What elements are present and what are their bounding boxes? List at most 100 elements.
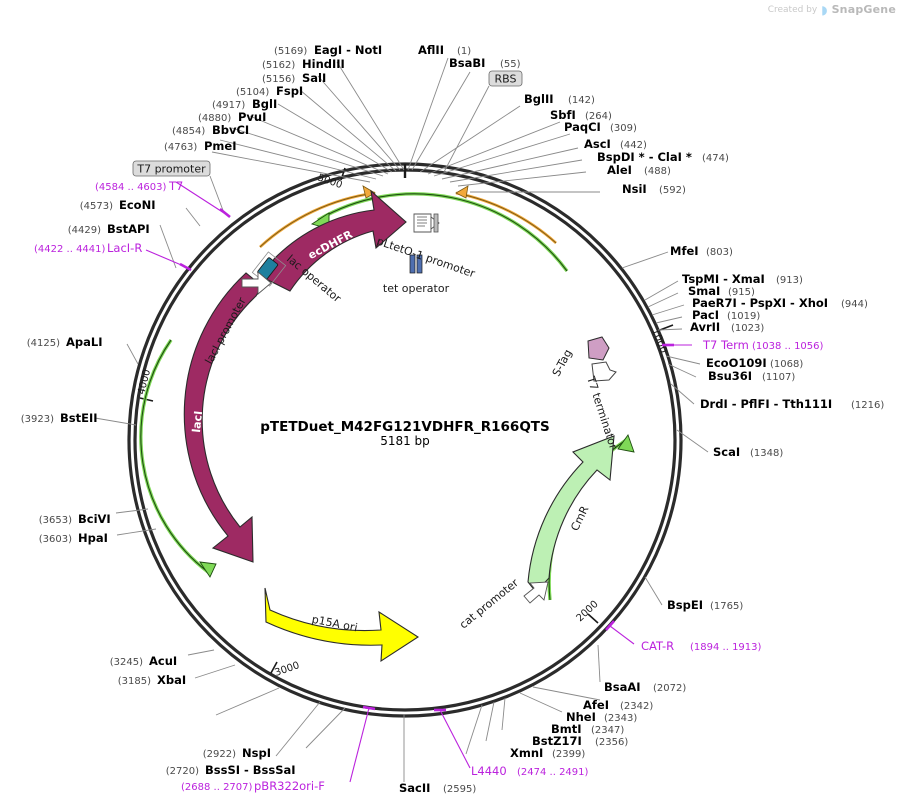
enzyme-label[interactable]: NheI (2343) [566,710,637,724]
enzyme-pos: (1216) [851,400,884,411]
enzyme-pos: (1348) [750,448,783,459]
enzyme-name: FspI [276,84,303,98]
enzyme-name: BstZ17I [532,734,582,748]
enzyme-label[interactable]: (5169) EagI - NotI [274,43,382,57]
enzyme-pos: (2072) [653,683,686,694]
enzyme-label[interactable]: BsaAI (2072) [604,680,686,694]
enzyme-label[interactable]: PaqCI (309) [564,120,637,134]
feature-cmr[interactable]: CmR [527,435,615,593]
enzyme-label[interactable]: TspMI - XmaI (913) [682,272,803,286]
enzyme-pos: (944) [841,299,868,310]
enzyme-label[interactable]: MfeI (803) [670,244,733,258]
enzyme-label[interactable]: (4917) BglI [212,97,277,111]
enzyme-pos: (3245) [110,657,143,668]
enzyme-label[interactable]: AfeI (2342) [583,698,653,712]
enzyme-label[interactable]: SbfI (264) [550,108,612,122]
primer-leader-lines [145,181,692,783]
feature-t7-terminator[interactable]: T7 terminator [584,361,620,451]
enzyme-label[interactable]: (5156) SalI [262,71,326,85]
enzyme-name: AvrII [690,320,720,334]
enzyme-name: MfeI [670,244,699,258]
enzyme-label[interactable]: DrdI - PflFI - Tth111I (1216) [700,397,884,411]
enzyme-name: HpaI [78,531,108,545]
enzyme-label[interactable]: (4880) PvuI [198,110,266,124]
enzyme-pos: (3923) [21,414,54,425]
enzyme-pos: (4763) [164,142,197,153]
primer-range: (1038 .. 1056) [752,341,824,352]
enzyme-pos: (142) [568,95,595,106]
primer-name: L4440 [471,764,507,778]
enzyme-pos: (442) [620,140,647,151]
enzyme-pos: (4917) [212,100,245,111]
enzyme-label[interactable]: (4429) BstAPI [68,222,150,236]
enzyme-label[interactable]: (2720) BssSI - BssSaI [166,763,296,777]
enzyme-label[interactable]: (3923) BstEII [21,411,98,425]
primer-range: (1894 .. 1913) [690,642,762,653]
primer-range: (4422 .. 4441) [34,244,106,255]
enzyme-label[interactable]: (4573) EcoNI [80,198,156,212]
enzyme-name: BglII [524,92,554,106]
enzyme-label[interactable]: (3185) XbaI [118,673,186,687]
enzyme-pos: (4573) [80,201,113,212]
primer-label[interactable]: (4422 .. 4441) LacI-R [34,241,142,255]
feature-rbs[interactable]: RBS [443,70,523,173]
enzyme-name: EagI - NotI [314,43,382,57]
feature-t7-promoter[interactable]: T7 promoter [132,160,225,214]
enzyme-label[interactable]: (5104) FspI [236,84,303,98]
enzyme-label[interactable]: EcoO109I (1068) [706,356,803,370]
enzyme-pos: (309) [610,123,637,134]
enzyme-pos: (3603) [39,534,72,545]
feature-p15a-ori[interactable]: p15A ori [264,587,420,663]
leader-lines [94,57,709,782]
enzyme-label[interactable]: AflII (1) [418,43,471,57]
enzyme-label[interactable]: SacII (2595) [399,781,476,795]
enzyme-label[interactable]: (3603) HpaI [39,531,108,545]
primer-label[interactable]: L4440 (2474 .. 2491) [471,764,589,778]
enzyme-label[interactable]: NsiI (592) [622,182,686,196]
enzyme-label[interactable]: BsaBI (55) [449,56,521,70]
enzyme-pos: (1107) [762,372,795,383]
enzyme-pos: (4880) [198,113,231,124]
enzyme-label[interactable]: Bsu36I (1107) [708,369,795,383]
enzyme-label[interactable]: SmaI (915) [688,284,755,298]
enzyme-name: AleI [607,163,632,177]
enzyme-label[interactable]: BspEI (1765) [667,598,743,612]
enzyme-label[interactable]: AleI (488) [607,163,671,177]
enzyme-label[interactable]: (3653) BciVI [39,512,111,526]
enzyme-label[interactable]: ScaI (1348) [713,445,783,459]
feature-laci[interactable]: lacI [183,272,263,563]
primer-label[interactable]: (2688 .. 2707) pBR322ori-F [181,779,325,793]
primer-label[interactable]: T7 Term (1038 .. 1056) [702,338,824,352]
feature-label-cmr: CmR [568,504,591,533]
enzyme-name: PaqCI [564,120,601,134]
enzyme-label[interactable]: AvrII (1023) [690,320,764,334]
feature-cat-promoter[interactable]: cat promoter [457,576,549,631]
enzyme-label[interactable]: (2922) NspI [203,746,271,760]
enzyme-label[interactable]: XmnI (2399) [510,746,585,760]
primer-label[interactable]: (4584 .. 4603) T7 [95,179,183,193]
enzyme-label[interactable]: BstZ17I (2356) [532,734,628,748]
enzyme-name: SacII [399,781,430,795]
primer-label[interactable]: CAT-R (1894 .. 1913) [641,639,762,653]
enzyme-label[interactable]: (4854) BbvCI [172,123,249,137]
enzyme-name: ScaI [713,445,740,459]
plasmid-title-group: pTETDuet_M42FG121VDHFR_R166QTS 5181 bp [260,419,550,448]
enzyme-label[interactable]: PacI (1019) [692,308,760,322]
enzyme-name: PvuI [238,110,266,124]
enzyme-pos: (55) [500,59,521,70]
enzyme-label[interactable]: BspDI * - ClaI * (474) [597,150,729,164]
enzyme-label[interactable]: BmtI (2347) [551,722,624,736]
enzyme-label[interactable]: BglII (142) [524,92,595,106]
enzyme-pos: (1023) [731,323,764,334]
enzyme-label[interactable]: (5162) HindIII [262,57,345,71]
enzyme-label[interactable]: AscI (442) [584,137,647,151]
enzyme-label[interactable]: PaeR7I - PspXI - XhoI (944) [692,296,868,310]
ruler-tick-3000: 3000 [273,660,301,679]
enzyme-label[interactable]: (3245) AcuI [110,654,177,668]
enzyme-label[interactable]: (4763) PmeI [164,139,237,153]
enzyme-name: Bsu36I [708,369,752,383]
feature-tet-operator[interactable]: tet operator [383,254,450,295]
snapgene-logo-icon: ◗ [821,2,828,17]
enzyme-label[interactable]: (4125) ApaLI [27,335,103,349]
